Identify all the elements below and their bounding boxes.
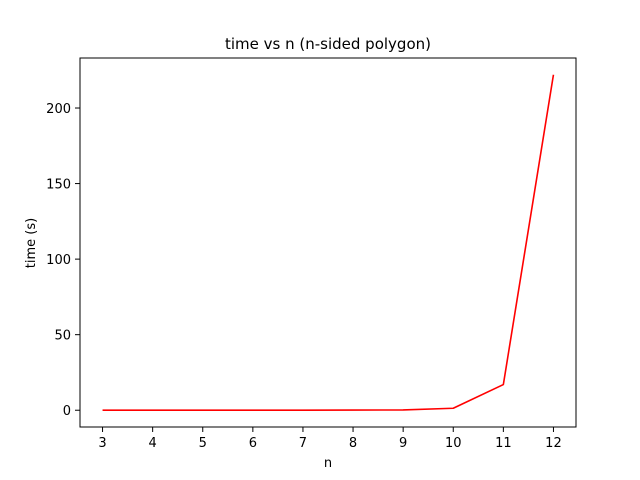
x-tick-label: 8 — [349, 436, 357, 451]
plot-frame — [79, 57, 577, 428]
x-tick-label: 6 — [249, 436, 257, 451]
x-tick-label: 5 — [199, 436, 207, 451]
axes: 3 4 5 6 7 8 9 10 11 12 0 50 100 150 200 — [46, 57, 577, 451]
y-tick-label: 150 — [46, 178, 71, 193]
x-tick-label: 11 — [495, 436, 512, 451]
series-line — [102, 74, 555, 412]
y-tick-label: 0 — [63, 404, 71, 419]
x-tick-label: 10 — [445, 436, 462, 451]
x-axis-label: n — [324, 456, 332, 471]
chart-title: time vs n (n-sided polygon) — [225, 35, 431, 53]
x-tick-label: 4 — [149, 436, 157, 451]
y-tick-label: 50 — [54, 329, 71, 344]
x-tick-label: 3 — [98, 436, 106, 451]
x-tick-label: 12 — [545, 436, 562, 451]
series-layer — [102, 74, 555, 412]
y-tick-label: 100 — [46, 253, 71, 268]
y-axis-label: time (s) — [24, 218, 39, 268]
y-tick-label: 200 — [46, 102, 71, 117]
x-tick-label: 7 — [299, 436, 307, 451]
x-tick-label: 9 — [399, 436, 407, 451]
